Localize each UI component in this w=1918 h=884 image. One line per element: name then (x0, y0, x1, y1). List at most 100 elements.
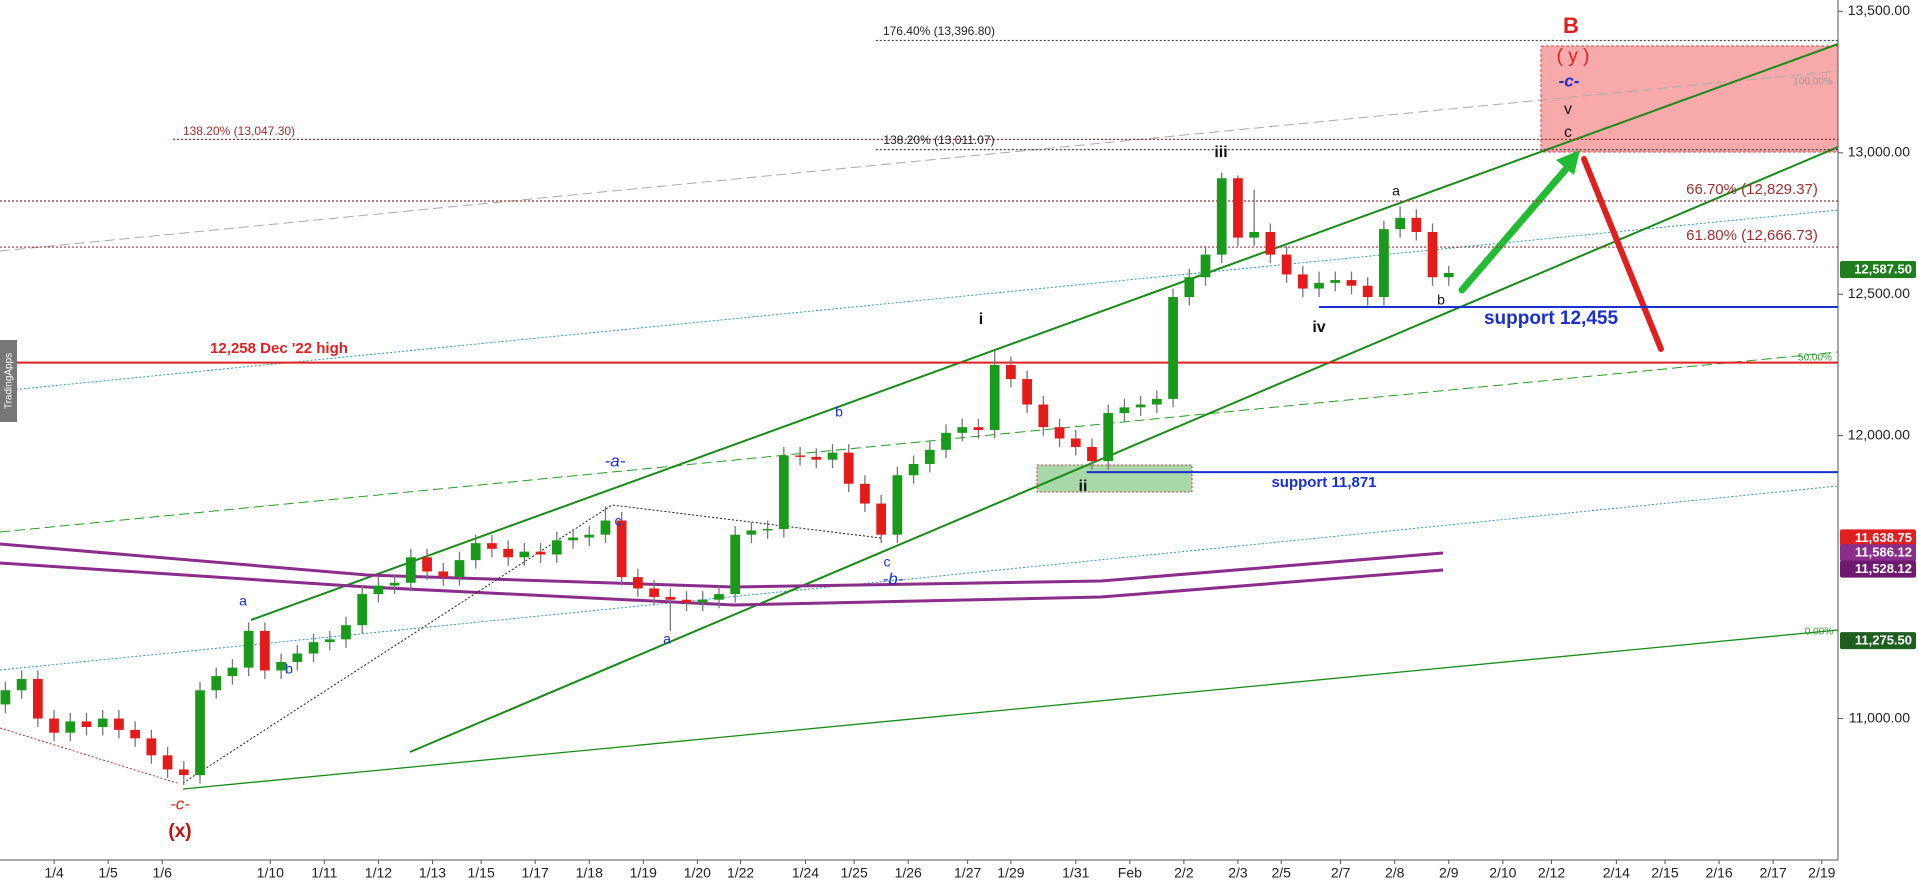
wave-label: ( y ) (1557, 46, 1590, 67)
wave-label: i (979, 311, 983, 328)
candle-body (535, 551, 546, 555)
x-tick-label: 1/31 (1062, 865, 1089, 881)
candle-body (503, 548, 514, 558)
wave-label: c (1564, 124, 1572, 141)
y-axis-panel (1838, 0, 1918, 884)
x-tick-label: 1/20 (684, 865, 711, 881)
candle-body (1216, 178, 1227, 255)
channel-line (409, 146, 1839, 753)
levels (0, 39, 1838, 474)
x-tick-label: 2/10 (1489, 865, 1516, 881)
brand-tab (0, 340, 17, 422)
x-tick-label: Feb (1118, 865, 1142, 881)
candle-body (778, 455, 789, 530)
candle-body (1379, 229, 1389, 298)
x-tick-label: 1/19 (630, 865, 657, 881)
candles (0, 172, 1454, 786)
candle-body (470, 543, 481, 561)
y-tick-label: 13,500.00 (1848, 2, 1910, 18)
candle-body (97, 718, 108, 728)
candle-body (1411, 217, 1422, 232)
candle-body (389, 582, 400, 586)
candle-body (730, 534, 741, 595)
wave-label: -c- (1559, 71, 1580, 90)
x-tick-label: 2/17 (1760, 865, 1787, 881)
candle-body (811, 456, 822, 460)
price-tag-label: 12,587.50 (1854, 261, 1912, 276)
wave-label: (x) (168, 821, 191, 842)
x-tick-label: 2/9 (1439, 865, 1459, 881)
candle-body (1249, 231, 1260, 238)
price-tag (1840, 560, 1916, 578)
x-tick-label: 1/15 (467, 865, 494, 881)
candle-body (600, 520, 611, 535)
x-tick-label: 1/4 (44, 865, 64, 881)
x-tick-label: 1/12 (365, 865, 392, 881)
wave-label: c (884, 554, 891, 570)
x-tick-label: 2/7 (1331, 865, 1351, 881)
channel-line (182, 629, 1839, 790)
projection-arrow (1581, 156, 1664, 352)
candle-body (1119, 407, 1130, 414)
candle-body (308, 642, 319, 654)
candle-body (1103, 413, 1114, 462)
x-tick-label: 2/3 (1228, 865, 1248, 881)
candle-body (1314, 282, 1324, 289)
x-tick-label: 2/14 (1603, 865, 1630, 881)
wave-label: a (1392, 183, 1400, 199)
candle-body (49, 718, 59, 733)
wave-label: a (663, 631, 671, 647)
candle-body (1151, 398, 1162, 405)
pct-label: 50.00% (1798, 353, 1832, 364)
candle-body (1200, 254, 1211, 278)
candle-body (341, 625, 351, 640)
candle-body (746, 530, 757, 535)
wave-line (0, 727, 178, 784)
wave-label: B (1563, 13, 1579, 38)
candle-body (178, 769, 189, 776)
y-tick-label: 12,500.00 (1848, 285, 1910, 301)
x-tick-label: 1/29 (997, 865, 1024, 881)
support-label: support 12,455 (1484, 308, 1619, 329)
price-tag (1840, 544, 1916, 562)
wave-label: iii (1214, 144, 1227, 161)
fib-label: 138.20% (13,011.07) (883, 133, 994, 147)
y-tick-label: 11,000.00 (1849, 709, 1910, 725)
y-tick-label: 12,000.00 (1848, 426, 1910, 442)
x-tick-label: 2/8 (1385, 865, 1405, 881)
candle-body (665, 596, 676, 600)
x-tick-label: 1/22 (727, 865, 754, 881)
wave-label: b (835, 404, 843, 420)
fib-label: 66.70% (12,829.37) (1686, 181, 1818, 198)
candle-body (211, 676, 222, 691)
candle-body (860, 483, 870, 504)
candle-body (551, 540, 562, 555)
candle-body (795, 455, 805, 457)
price-tag-label: 11,638.75 (1855, 530, 1912, 545)
x-tick-label: 1/13 (419, 865, 446, 881)
x-tick-label: 2/12 (1538, 865, 1565, 881)
candle-body (32, 678, 43, 719)
x-tick-label: 1/10 (257, 865, 284, 881)
price-tag (1840, 529, 1916, 547)
candle-body (1427, 231, 1438, 278)
wave-label: c (615, 513, 622, 529)
candle-body (438, 571, 449, 578)
x-tick-label: 1/11 (311, 865, 337, 881)
wave-label: b (285, 661, 293, 677)
y-tick-label: 13,000.00 (1848, 143, 1910, 159)
candle-body (616, 520, 627, 578)
candle-body (1330, 280, 1341, 283)
trend-line (0, 70, 1839, 252)
candle-body (681, 599, 692, 603)
trend-line (0, 351, 1839, 533)
candle-body (422, 557, 432, 572)
wave-label: b (1437, 292, 1445, 308)
candle-body (762, 529, 773, 531)
candle-body (1135, 404, 1146, 408)
wave-label: ii (1079, 478, 1088, 495)
fib-label: 176.40% (13,396.80) (883, 24, 995, 38)
arrow-head (1556, 150, 1580, 175)
candle-body (876, 503, 887, 535)
